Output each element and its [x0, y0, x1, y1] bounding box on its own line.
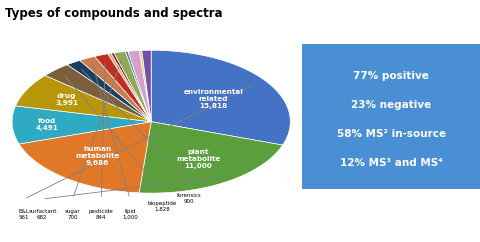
PathPatch shape — [19, 122, 151, 193]
PathPatch shape — [125, 51, 151, 122]
Text: Types of compounds and spectra: Types of compounds and spectra — [5, 7, 222, 20]
Text: drug
3,991: drug 3,991 — [55, 93, 78, 106]
PathPatch shape — [139, 50, 151, 122]
Text: 58% MS² in-source: 58% MS² in-source — [336, 129, 446, 139]
Text: 23% negative: 23% negative — [351, 99, 432, 110]
FancyBboxPatch shape — [295, 39, 480, 193]
PathPatch shape — [128, 51, 151, 122]
PathPatch shape — [15, 76, 151, 122]
Text: E&L
561: E&L 561 — [19, 209, 30, 220]
Text: environmental
related
15,818: environmental related 15,818 — [184, 89, 243, 109]
PathPatch shape — [12, 106, 151, 144]
Text: surfactant
682: surfactant 682 — [28, 209, 57, 220]
Text: biopeptide
1,828: biopeptide 1,828 — [147, 201, 177, 212]
PathPatch shape — [151, 50, 290, 145]
Text: 77% positive: 77% positive — [353, 70, 429, 81]
PathPatch shape — [139, 122, 283, 193]
PathPatch shape — [108, 53, 151, 122]
PathPatch shape — [111, 53, 151, 122]
PathPatch shape — [142, 50, 151, 122]
PathPatch shape — [45, 65, 151, 122]
Text: forensics
900: forensics 900 — [177, 193, 201, 204]
Text: sugar
700: sugar 700 — [65, 209, 80, 220]
PathPatch shape — [95, 54, 151, 122]
PathPatch shape — [67, 60, 151, 122]
Text: pesticide
844: pesticide 844 — [89, 209, 114, 220]
Text: 12% MS³ and MS⁴: 12% MS³ and MS⁴ — [340, 158, 443, 168]
Text: food
4,491: food 4,491 — [36, 118, 59, 131]
Text: plant
metabolite
11,000: plant metabolite 11,000 — [176, 149, 220, 169]
PathPatch shape — [80, 56, 151, 122]
PathPatch shape — [114, 52, 151, 122]
Text: lipid
1,000: lipid 1,000 — [122, 209, 138, 220]
Text: human
metabolite
9,686: human metabolite 9,686 — [75, 146, 120, 166]
